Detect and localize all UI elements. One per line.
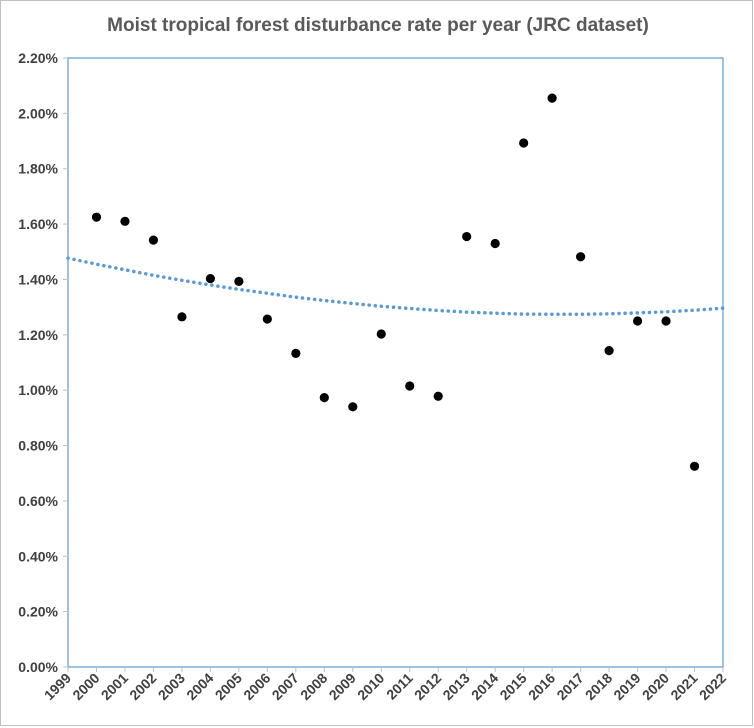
data-point [148,235,159,245]
y-tick-label: 0.40% [18,548,58,564]
x-tick-label: 2015 [496,670,529,703]
x-tick-label: 2013 [439,670,472,703]
data-point [689,461,700,471]
x-tick-label: 2017 [553,670,586,703]
x-tick-label: 2012 [411,670,444,703]
data-point [348,402,358,412]
y-tick-label: 0.00% [18,659,58,675]
data-point [405,381,415,391]
x-tick-label: 2006 [240,670,273,703]
data-point [462,231,472,242]
x-tick-label: 2005 [212,670,245,703]
x-tick-label: 2021 [667,670,700,703]
data-point [376,329,386,339]
data-point [547,93,557,103]
x-tick-label: 2020 [639,670,672,703]
y-tick-label: 1.80% [18,161,58,177]
x-tick-label: 2019 [610,670,643,703]
y-tick-label: 1.00% [18,382,58,398]
y-tick-label: 2.20% [18,50,58,66]
y-tick-label: 1.60% [18,216,58,232]
data-point [120,216,130,226]
y-tick-label: 1.40% [18,271,58,287]
x-tick-label: 2003 [155,670,188,703]
x-tick-label: 2001 [98,670,131,703]
data-point [262,314,272,324]
y-tick-label: 1.20% [18,327,58,343]
data-point [490,238,500,249]
data-point [234,276,244,286]
chart-title: Moist tropical forest disturbance rate p… [107,15,649,36]
x-tick-label: 2008 [297,670,330,703]
data-point [576,252,586,262]
x-tick-label: 2000 [69,670,102,703]
y-tick-label: 0.20% [18,604,58,620]
data-point [91,212,102,222]
y-tick-label: 0.80% [18,438,58,454]
x-tick-label: 2018 [582,670,615,703]
x-tick-label: 2016 [525,670,558,703]
data-point [661,316,671,326]
x-tick-label: 2009 [326,670,359,703]
data-point [177,312,187,322]
data-point [205,274,215,284]
data-point [291,348,301,358]
x-tick-label: 2011 [383,670,416,703]
x-tick-label: 2002 [126,670,159,703]
x-tick-label: 2004 [183,670,216,703]
data-point [519,138,529,148]
x-tick-label: 2014 [468,670,501,703]
data-point [604,345,614,356]
x-tick-label: 2010 [354,670,387,703]
data-point [433,391,443,401]
plot-border [67,57,724,668]
x-tick-label: 2022 [696,670,729,703]
data-point [319,393,329,403]
data-point [632,316,643,326]
x-tick-label: 2007 [269,670,302,703]
y-tick-label: 2.00% [18,105,58,121]
trendline [66,256,725,317]
y-tick-label: 0.60% [18,493,58,509]
